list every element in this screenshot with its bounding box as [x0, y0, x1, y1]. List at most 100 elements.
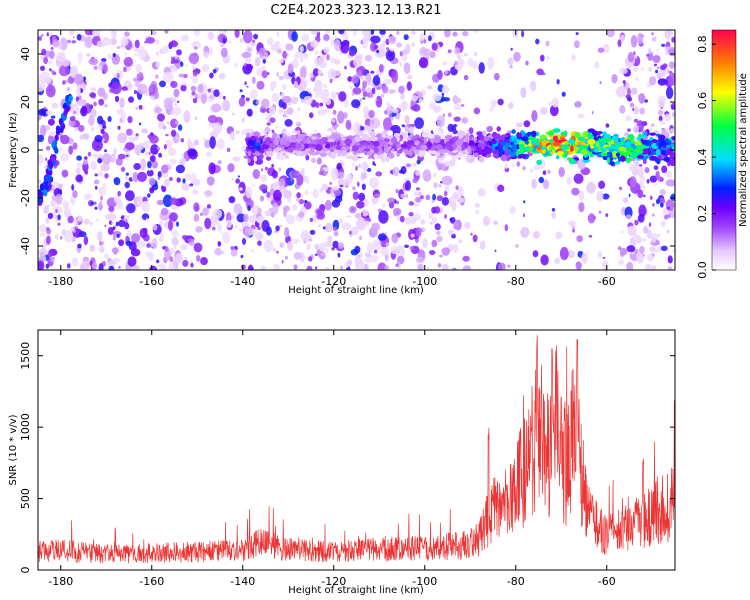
heatmap-cell [61, 51, 66, 58]
heatmap-cell [627, 146, 633, 152]
heatmap-cell [418, 98, 423, 104]
heatmap-cell [59, 126, 64, 134]
heatmap-cell [205, 151, 212, 157]
heatmap-cell [573, 131, 581, 139]
heatmap-cell [38, 179, 42, 184]
heatmap-cell [195, 254, 201, 262]
heatmap-cell [324, 144, 331, 149]
heatmap-cell [303, 52, 309, 60]
heatmap-cell [253, 33, 258, 40]
heatmap-cell [240, 254, 244, 259]
heatmap-cell [84, 30, 93, 36]
heatmap-cell [303, 143, 310, 149]
heatmap-cell [55, 209, 58, 213]
heatmap-cell [314, 89, 320, 99]
heatmap-cell [251, 249, 255, 253]
heatmap-cell [231, 112, 235, 116]
heatmap-cell [308, 256, 313, 262]
heatmap-cell [279, 242, 284, 248]
heatmap-cell [440, 133, 445, 139]
heatmap-cell [523, 200, 526, 204]
heatmap-cell [71, 40, 77, 44]
heatmap-cell [416, 256, 425, 264]
heatmap-cell [217, 241, 222, 247]
heatmap-cell [552, 128, 561, 134]
heatmap-cell [643, 131, 648, 136]
heatmap-cell [210, 87, 214, 95]
heatmap-cell [598, 180, 606, 189]
heatmap-cell [452, 191, 459, 201]
heatmap-cell [625, 157, 633, 162]
heatmap-cell [464, 53, 468, 57]
heatmap-cell [415, 170, 421, 176]
heatmap-cell [451, 233, 456, 239]
heatmap-cell [141, 128, 149, 134]
heatmap-cell [151, 237, 158, 250]
heatmap-cell [385, 242, 390, 247]
heatmap-cell [319, 102, 324, 107]
heatmap-cell [303, 201, 312, 210]
heatmap-cell [146, 169, 154, 177]
snr-x-label: Height of straight line (km) [288, 585, 424, 596]
heatmap-cell [620, 34, 625, 41]
colorbar-tick-label: 0.4 [696, 148, 709, 166]
heatmap-cell [521, 30, 525, 38]
heatmap-cell [190, 262, 194, 268]
spectrogram-heatmap [38, 30, 675, 270]
heatmap-cell [627, 128, 631, 132]
heatmap-cell [73, 218, 78, 227]
heatmap-cell [271, 163, 275, 168]
heatmap-cell [461, 117, 468, 124]
heatmap-cell [300, 230, 310, 242]
heatmap-cell [619, 105, 626, 114]
heatmap-cell [432, 145, 436, 149]
heatmap-cell [496, 126, 501, 132]
heatmap-cell [175, 164, 185, 174]
heatmap-cell [96, 40, 104, 48]
heatmap-cell [486, 125, 494, 133]
heatmap-cell [211, 103, 222, 113]
heatmap-cell [310, 143, 315, 148]
colorbar: 0.0 0.2 0.4 0.6 0.8 Normalized spectral ampl… [696, 29, 749, 279]
heatmap-cell [68, 95, 74, 102]
heatmap-cell [563, 130, 568, 137]
heatmap-cell [96, 231, 103, 242]
heatmap-cell [457, 97, 462, 104]
heatmap-cell [127, 116, 133, 124]
heatmap-cell [74, 73, 84, 85]
heatmap-cell [284, 255, 289, 260]
heatmap-cell [442, 61, 447, 66]
heatmap-cell [38, 134, 45, 143]
heatmap-cell [117, 132, 128, 144]
heatmap-cell [182, 178, 186, 184]
colorbar-tick-label: 0.8 [696, 35, 709, 53]
heatmap-cell [296, 138, 301, 143]
heatmap-cell [454, 47, 461, 55]
heatmap-cell [87, 151, 92, 157]
heatmap-cell [246, 45, 250, 49]
heatmap-cell [451, 202, 457, 212]
heatmap-cell [629, 176, 637, 189]
heatmap-cell [146, 243, 151, 248]
heatmap-cell [452, 267, 456, 270]
heatmap-cell [378, 64, 384, 73]
heatmap-cell [468, 140, 475, 147]
heatmap-cell [57, 214, 61, 221]
heatmap-cell [217, 160, 222, 165]
heatmap-cell [90, 160, 97, 171]
heatmap-cell [655, 69, 659, 74]
heatmap-cell [276, 31, 280, 37]
heatmap-cell [649, 132, 656, 136]
heatmap-cell [62, 80, 66, 85]
heatmap-cell [39, 232, 46, 237]
y-tick-label: -20 [19, 189, 32, 207]
heatmap-cell [440, 149, 449, 154]
heatmap-cell [136, 240, 146, 248]
heatmap-cell [93, 179, 100, 185]
heatmap-cell [283, 209, 287, 218]
heatmap-cell [500, 154, 508, 162]
heatmap-cell [134, 135, 139, 141]
heatmap-cell [651, 150, 655, 155]
heatmap-cell [192, 76, 198, 84]
heatmap-cell [619, 247, 628, 256]
